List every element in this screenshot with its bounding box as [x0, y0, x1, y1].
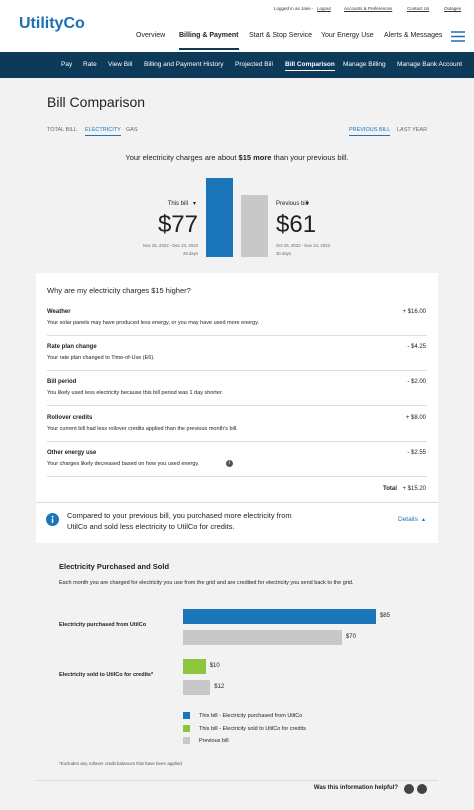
section-title: Electricity Purchased and Sold [59, 562, 170, 571]
divider [47, 335, 427, 336]
hbar [183, 659, 206, 674]
nav-item[interactable]: Start & Stop Service [249, 32, 313, 39]
bill-days: 29 days [182, 251, 198, 256]
divider [47, 405, 427, 407]
hbar [183, 609, 376, 624]
info-icon [46, 513, 59, 526]
bill-days: 30 days [276, 251, 292, 256]
subnav-item[interactable]: Manage Bank Account [397, 61, 463, 68]
item-amount: - $4.25 [407, 344, 426, 351]
hbar-label: $70 [345, 633, 356, 640]
item-title: Bill period [47, 379, 77, 386]
legend-label: This bill - Electricity purchased from U… [199, 713, 303, 719]
item-amount: + $16.00 [402, 309, 426, 315]
comparison-bar [241, 194, 268, 257]
divider [36, 780, 438, 781]
hbar-label: $10 [209, 663, 220, 669]
info-text: UtilCo and sold less electricity to Util… [67, 522, 235, 531]
nav-item[interactable]: Billing & Payment [179, 32, 239, 50]
card [36, 273, 438, 543]
item-title: Rate plan change [47, 344, 97, 351]
subnav-bg [0, 52, 474, 78]
bill-amount: $77 [157, 211, 198, 238]
subnav-item[interactable]: Projected Bill [235, 61, 273, 68]
logo[interactable]: UtilityCo [19, 15, 85, 32]
details-link[interactable]: Details [398, 516, 418, 523]
item-description: Your current bill had less rollover cred… [47, 425, 238, 432]
item-title: Other energy use [47, 449, 97, 456]
total-label: Total [383, 486, 397, 492]
subnav-item[interactable]: Bill Comparison [285, 61, 335, 71]
item-description: Your charges likely decreased based on h… [47, 460, 200, 467]
summary: Your electricity charges are about $15 m… [0, 153, 474, 162]
item-description: Your solar panels may have produced less… [47, 320, 260, 326]
subnav-item[interactable]: Pay [61, 61, 73, 68]
page-title: Bill Comparison [47, 94, 146, 110]
period-tab[interactable]: LAST YEAR [397, 127, 428, 133]
total-amount: + $15.20 [402, 486, 426, 492]
legend-label: This bill - Electricity sold to UtilCo f… [199, 725, 306, 732]
bill-dates: Nov 25, 2022 - Dec 24, 2022 [143, 243, 198, 248]
legend-swatch [183, 724, 190, 732]
footnote: *Excludes any rollover credit balances t… [59, 761, 182, 766]
legend-label: Previous bill [199, 738, 229, 744]
feedback-icons[interactable] [404, 784, 428, 794]
top-link[interactable]: Logout [317, 6, 331, 11]
top-link[interactable]: Outages [444, 6, 462, 11]
info-text: Compared to your previous bill, you purc… [67, 511, 292, 520]
hbar [183, 679, 211, 695]
feedback: Was this information helpful? [313, 785, 398, 791]
summary-part: than your previous bill. [273, 153, 349, 162]
nav-item[interactable]: Alerts & Messages [384, 32, 443, 39]
divider [47, 440, 427, 442]
item-title: Rollover credits [47, 414, 93, 421]
menu-icon[interactable] [451, 31, 465, 42]
hbar-label: $12 [214, 683, 225, 690]
tab[interactable]: ELECTRICITY [85, 127, 121, 136]
nav-item[interactable]: Your Energy Use [321, 32, 374, 39]
summary-part: Your electricity charges are about [125, 153, 237, 162]
hbar [183, 629, 342, 645]
divider [36, 502, 438, 503]
comparison-bar [206, 178, 233, 257]
row-label: Electricity sold to UtilCo for credits* [59, 672, 154, 678]
caret: ▴ [422, 517, 426, 523]
top-link[interactable]: Accounts & Preferences [344, 6, 393, 11]
caret: ▾ [306, 201, 310, 207]
section-description: Each month you are charged for electrici… [59, 580, 354, 586]
divider [47, 370, 427, 372]
item-description: Your rate plan changed to Time-of-Use (E… [47, 355, 155, 362]
bill-amount: $61 [276, 211, 317, 238]
legend-swatch [183, 737, 190, 744]
question: Why are my electricity charges $15 highe… [47, 286, 191, 295]
tab[interactable]: GAS [126, 127, 138, 133]
subnav-item[interactable]: Rate [83, 61, 97, 68]
legend-swatch [183, 712, 190, 719]
info-icon-small: i [226, 460, 233, 467]
subnav-item[interactable]: View Bill [108, 61, 133, 68]
subnav-item[interactable]: Manage Billing [343, 61, 386, 68]
item-description: You likely used less electricity because… [47, 390, 223, 397]
hbar-label: $85 [379, 613, 390, 619]
summary-part: $15 more [238, 153, 272, 162]
bill-dates: Oct 25, 2022 - Nov 24, 2022 [276, 243, 330, 248]
header-bg [0, 0, 474, 52]
top-link[interactable]: Contact Us [407, 6, 430, 11]
nav-item[interactable]: Overview [136, 32, 166, 39]
item-title: Weather [47, 309, 71, 315]
caret: ▾ [193, 201, 197, 207]
item-amount: + $8.00 [405, 414, 426, 421]
subnav-item[interactable]: Billing and Payment History [144, 61, 224, 68]
row-label: Electricity purchased from UtilCo [59, 622, 147, 628]
item-amount: - $2.00 [407, 379, 426, 386]
divider [47, 475, 427, 477]
bill-label[interactable]: This bill [167, 201, 188, 207]
bill-label[interactable]: Previous bill [276, 201, 309, 207]
tab[interactable]: TOTAL BILL [47, 127, 77, 133]
top-link: Logged in as Jane - [274, 6, 314, 11]
period-tab[interactable]: PREVIOUS BILL [349, 127, 391, 136]
item-amount: - $2.55 [407, 449, 426, 456]
